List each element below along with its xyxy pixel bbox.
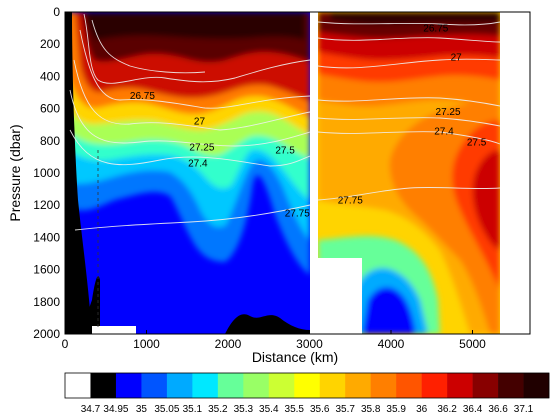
colorbar-label: 35.9 <box>386 404 406 415</box>
colorbar-label: 35.7 <box>335 404 355 415</box>
colorbar-cell <box>498 373 524 398</box>
colorbar-cell <box>268 373 295 398</box>
y-axis-ticks: 0 200 400 600 800 1000 1200 1400 1600 1800 2000 <box>33 5 69 341</box>
contour-label: 27.5 <box>467 138 487 149</box>
contour-label: 26.75 <box>130 91 155 102</box>
colorbar-label: 35.3 <box>234 404 254 415</box>
colorbar-cell <box>421 373 448 398</box>
colorbar-label: 35.5 <box>285 404 305 415</box>
colorbar-label: 35.1 <box>183 404 203 415</box>
colorbar: 34.7 34.95 35 35.05 35.1 35.2 35.3 35.4 35.5 35.6… <box>64 372 550 415</box>
colorbar-label: 37.1 <box>514 404 534 415</box>
colorbar-labels: 34.7 34.95 35 35.05 35.1 35.2 35.3 35.4 35.5 35.6… <box>81 404 534 415</box>
contour-label: 27 <box>194 117 206 128</box>
y-tick-label: 600 <box>40 102 60 116</box>
y-tick-label: 400 <box>40 69 60 83</box>
colorbar-cell <box>243 373 270 398</box>
contour-label: 27.25 <box>436 107 461 118</box>
y-tick-label: 2000 <box>33 327 60 341</box>
y-tick-label: 800 <box>40 134 60 148</box>
y-tick-label: 200 <box>40 37 60 51</box>
colorbar-label: 36.2 <box>437 404 457 415</box>
colorbar-cell <box>166 373 193 398</box>
colorbar-cell <box>192 373 219 398</box>
colorbar-label: 34.95 <box>103 404 128 415</box>
colorbar-cell <box>90 373 117 398</box>
colorbar-label: 34.7 <box>81 404 101 415</box>
contour-labels: 26.75 27 26.75 27 27.25 27.4 27.5 27.75 27.25 27.… <box>130 23 487 219</box>
colorbar-label: 36.4 <box>463 404 483 415</box>
right-section-salinity-field <box>318 12 500 334</box>
x-tick-label: 2000 <box>215 337 242 351</box>
x-axis-ticks: 0 1000 2000 3000 4000 5000 <box>62 330 486 351</box>
contour-label: 27.4 <box>434 126 454 137</box>
y-tick-label: 1600 <box>33 263 60 277</box>
y-axis-label: Pressure (dbar) <box>7 124 23 221</box>
colorbar-cell <box>217 373 244 398</box>
colorbar-cell <box>370 373 397 398</box>
colorbar-cells <box>65 373 550 398</box>
x-tick-label: 4000 <box>378 337 405 351</box>
x-tick-label: 5000 <box>459 337 486 351</box>
x-tick-label: 3000 <box>296 337 323 351</box>
colorbar-cell <box>523 373 550 398</box>
y-tick-label: 1800 <box>33 295 60 309</box>
colorbar-cell <box>396 373 422 398</box>
x-tick-label: 1000 <box>133 337 160 351</box>
colorbar-cell <box>65 373 91 398</box>
y-tick-label: 0 <box>53 5 60 19</box>
contour-label: 26.75 <box>423 23 448 34</box>
contour-label: 27.5 <box>275 146 295 157</box>
axes: 0 1000 2000 3000 4000 5000 0 200 400 600 800 1000 1… <box>7 5 531 365</box>
colorbar-label: 35.6 <box>310 404 330 415</box>
colorbar-label: 35 <box>136 404 148 415</box>
y-tick-label: 1000 <box>33 166 60 180</box>
colorbar-cell <box>294 373 321 398</box>
colorbar-cell <box>141 373 168 398</box>
contour-label: 27.25 <box>189 142 214 153</box>
colorbar-label: 35.8 <box>361 404 381 415</box>
y-tick-label: 1400 <box>33 230 60 244</box>
y-tick-label: 1200 <box>33 198 60 212</box>
x-tick-label: 0 <box>62 337 69 351</box>
colorbar-label: 35.2 <box>208 404 228 415</box>
contour-label: 27 <box>451 52 463 63</box>
x-axis-label: Distance (km) <box>252 349 338 365</box>
colorbar-label: 36 <box>416 404 428 415</box>
colorbar-cell <box>447 373 473 398</box>
left-section-salinity-field <box>65 12 310 334</box>
colorbar-label: 35.4 <box>259 404 279 415</box>
density-contours <box>69 13 501 231</box>
colorbar-frame <box>64 372 550 399</box>
contour-label: 27.75 <box>285 208 310 219</box>
colorbar-label: 36.6 <box>488 404 508 415</box>
colorbar-cell <box>319 373 346 398</box>
colorbar-cell <box>345 373 371 398</box>
contour-label: 27.75 <box>338 196 363 207</box>
contour-label: 27.4 <box>188 159 208 170</box>
colorbar-label: 35.05 <box>154 404 179 415</box>
colorbar-cell <box>472 373 499 398</box>
colorbar-cell <box>115 373 142 398</box>
